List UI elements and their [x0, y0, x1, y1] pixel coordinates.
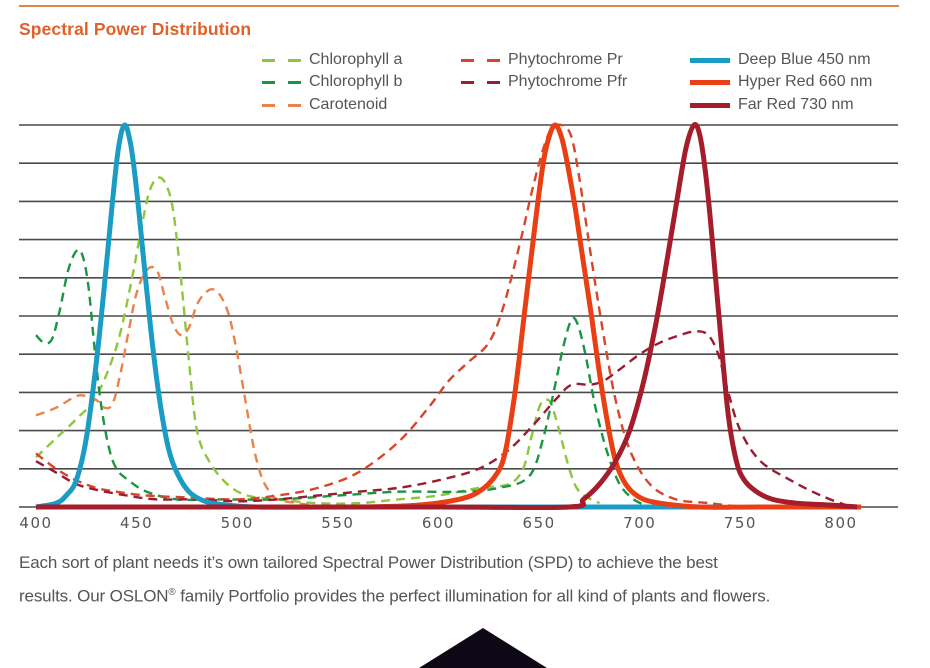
top-rule: [19, 5, 899, 7]
dashed-line-icon: [461, 58, 500, 62]
solid-line-icon: [690, 79, 730, 85]
x-tick-label-400: 400: [19, 514, 52, 532]
caption-line-1: Each sort of plant needs it’s own tailor…: [19, 553, 718, 572]
series-line-hyper-red: [237, 122, 862, 510]
legend-item-chlorophyll-b: Chlorophyll b: [262, 72, 402, 92]
legend-item-deep-blue: Deep Blue 450 nm: [690, 50, 871, 70]
legend-item-carotenoid: Carotenoid: [262, 95, 387, 115]
x-tick-label-700: 700: [623, 514, 656, 532]
legend-item-phytochrome-pr: Phytochrome Pr: [461, 50, 623, 70]
legend-label: Chlorophyll b: [309, 73, 403, 90]
legend-label: Phytochrome Pfr: [508, 73, 628, 90]
x-tick-label-500: 500: [221, 514, 254, 532]
series-phytochrome-pr: [35, 123, 741, 509]
x-tick-label-600: 600: [422, 514, 455, 532]
x-tick-label-800: 800: [824, 514, 857, 532]
legend-label: Chlorophyll a: [309, 51, 403, 68]
series-far-red: [35, 122, 858, 511]
series-line-chlorophyll-a: [35, 176, 601, 505]
legend-item-hyper-red: Hyper Red 660 nm: [690, 72, 872, 92]
series-line-far-red: [35, 122, 858, 511]
caption: Each sort of plant needs it’s own tailor…: [19, 548, 929, 612]
scroll-up-arrow-icon[interactable]: [419, 628, 547, 668]
x-tick-label-750: 750: [724, 514, 757, 532]
chart-title: Spectral Power Distribution: [19, 19, 252, 39]
x-tick-label-550: 550: [321, 514, 354, 532]
caption-line-2-end: family Portfolio provides the perfect il…: [175, 586, 771, 606]
legend-label: Far Red 730 nm: [738, 96, 854, 113]
x-tick-label-650: 650: [523, 514, 556, 532]
legend-item-far-red: Far Red 730 nm: [690, 95, 854, 115]
series-line-phytochrome-pr: [35, 123, 741, 509]
legend-label: Carotenoid: [309, 96, 388, 113]
registered-mark: ®: [168, 587, 176, 598]
x-tick-label-450: 450: [120, 514, 153, 532]
series-chlorophyll-a: [35, 176, 601, 505]
legend-item-chlorophyll-a: Chlorophyll a: [262, 50, 402, 70]
legend-label: Deep Blue 450 nm: [738, 51, 871, 68]
series-hyper-red: [237, 122, 862, 510]
dashed-line-icon: [262, 103, 301, 107]
dashed-line-icon: [461, 80, 500, 84]
solid-line-icon: [690, 102, 730, 108]
legend-label: Phytochrome Pr: [508, 51, 623, 68]
series-line-carotenoid: [35, 265, 328, 509]
caption-line-2: results. Our OSLON® family Portfolio pro…: [19, 578, 929, 612]
legend-label: Hyper Red 660 nm: [738, 73, 873, 90]
series-carotenoid: [35, 265, 328, 509]
dashed-line-icon: [262, 58, 301, 62]
caption-line-2-start: results. Our OSLON: [19, 586, 169, 606]
legend-item-phytochrome-pfr: Phytochrome Pfr: [461, 72, 627, 92]
solid-line-icon: [690, 57, 730, 63]
dashed-line-icon: [262, 80, 301, 84]
